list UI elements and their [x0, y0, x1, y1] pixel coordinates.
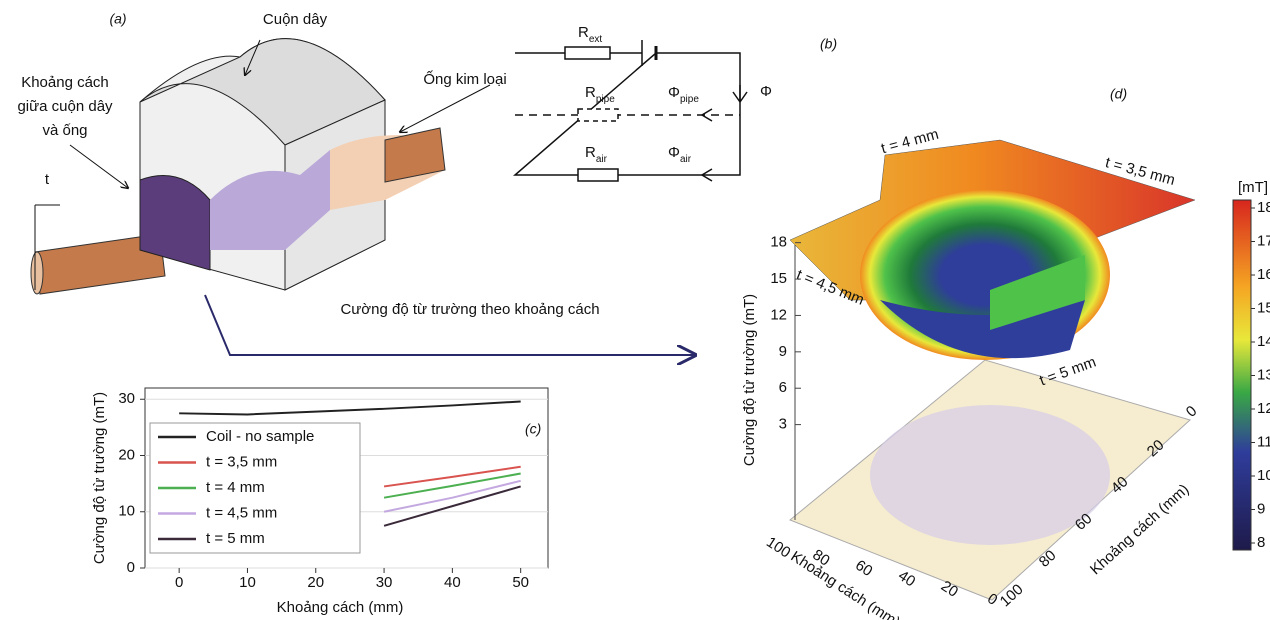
gap-pointer	[69, 144, 128, 188]
x-tick-label: 60	[852, 557, 875, 580]
panel-d: [mT] Cường độ từ trường (mT) Khoảng cách…	[741, 86, 1270, 620]
r-air: Rair	[585, 144, 608, 165]
flux-arrow	[700, 108, 713, 122]
resistor	[577, 108, 619, 122]
x-tick-label: 100	[763, 534, 793, 562]
gap-label: và ống	[42, 122, 87, 139]
z-axis-title: Cường độ từ trường (mT)	[741, 294, 758, 466]
colorbar-unit: [mT]	[1238, 179, 1268, 196]
data-line	[179, 400, 521, 416]
z-tick-label: 3	[779, 416, 787, 433]
colorbar-tick-label: 16	[1257, 266, 1270, 283]
r-pipe: Rpipe	[585, 84, 615, 105]
z-tick-label: 12	[770, 306, 787, 323]
arrow	[204, 294, 695, 355]
y-tick-label: 30	[118, 390, 135, 407]
resistor	[564, 46, 611, 60]
panel-label: (d)	[1110, 86, 1127, 102]
colorbar-tick-label: 12	[1257, 400, 1270, 417]
y-tick-label: 0	[1183, 402, 1201, 420]
coil-label: Cuộn dây	[263, 11, 328, 28]
legend-label: t = 4,5 mm	[206, 504, 277, 521]
pipe-pointer	[400, 84, 491, 132]
phi-air: Φair	[668, 144, 692, 165]
floor-projection	[870, 405, 1110, 545]
y-axis-title: Cường độ từ trường (mT)	[91, 392, 108, 564]
y-tick-label: 10	[118, 503, 135, 520]
panel-label: (a)	[109, 11, 126, 27]
panel-b	[512, 40, 748, 182]
y-tick-label: 0	[127, 559, 135, 576]
legend-label: Coil - no sample	[206, 428, 314, 445]
x-tick-label: 20	[938, 577, 961, 600]
x-tick-label: 40	[895, 567, 918, 590]
gap-label: Khoảng cách	[21, 74, 109, 91]
colorbar-tick-label: 14	[1257, 333, 1270, 350]
x-tick-label: 20	[307, 574, 324, 591]
flux-arrow	[700, 168, 713, 182]
x-tick-label: 40	[444, 574, 461, 591]
inner-coil	[210, 150, 330, 250]
pipe-label: Ống kim loại	[423, 70, 506, 88]
colorbar-tick-label: 9	[1257, 500, 1265, 517]
phi-pipe: Φpipe	[668, 84, 699, 105]
z-tick-label: 18	[770, 234, 787, 251]
phi: Φ	[760, 83, 772, 100]
data-line	[383, 472, 521, 499]
legend-label: t = 3,5 mm	[206, 453, 277, 470]
colorbar-tick-label: 15	[1257, 299, 1270, 316]
x-tick-label: 10	[239, 574, 256, 591]
resistor	[577, 168, 619, 182]
panel-a: (a) Cuộn dây Ống kim loại Khoảng cách gi…	[17, 11, 507, 295]
x-tick-label: 30	[376, 574, 393, 591]
y-tick-label: 20	[118, 446, 135, 463]
gap-label: giữa cuộn dây	[17, 98, 113, 115]
x-tick-label: 0	[175, 574, 183, 591]
x-tick-label: 80	[809, 546, 832, 569]
colorbar	[1232, 199, 1252, 551]
x-axis-title: Khoảng cách (mm)	[788, 548, 904, 620]
data-line	[383, 485, 521, 527]
z-tick-label: 15	[770, 270, 787, 287]
panel-label: (b)	[820, 36, 837, 52]
pipe-right	[384, 127, 446, 183]
r-ext: Rext	[578, 24, 602, 45]
x-axis-title: Khoảng cách (mm)	[277, 599, 404, 616]
panel-label: (c)	[525, 421, 541, 437]
legend-label: t = 4 mm	[206, 479, 265, 496]
colorbar-tick-label: 8	[1257, 534, 1265, 551]
z-tick-label: 9	[779, 343, 787, 360]
legend-label: t = 5 mm	[206, 530, 265, 547]
coil-pointer	[245, 39, 261, 75]
colorbar-tick-label: 10	[1257, 467, 1270, 484]
colorbar-tick-label: 11	[1257, 433, 1270, 450]
surface-step	[990, 255, 1085, 330]
flux-arrow	[732, 85, 748, 104]
circuit-wire	[512, 52, 741, 176]
data-line	[383, 465, 521, 488]
colorbar-tick-label: 13	[1257, 366, 1270, 383]
colorbar-tick-label: 18	[1257, 199, 1270, 216]
colorbar-tick-label: 17	[1257, 232, 1270, 249]
arrow-label: Cường độ từ trường theo khoảng cách	[340, 301, 599, 318]
z-tick-label: 6	[779, 379, 787, 396]
x-tick-label: 50	[512, 574, 529, 591]
thickness-label: t	[45, 171, 50, 188]
pipe-end	[30, 251, 44, 295]
data-line	[383, 479, 521, 513]
